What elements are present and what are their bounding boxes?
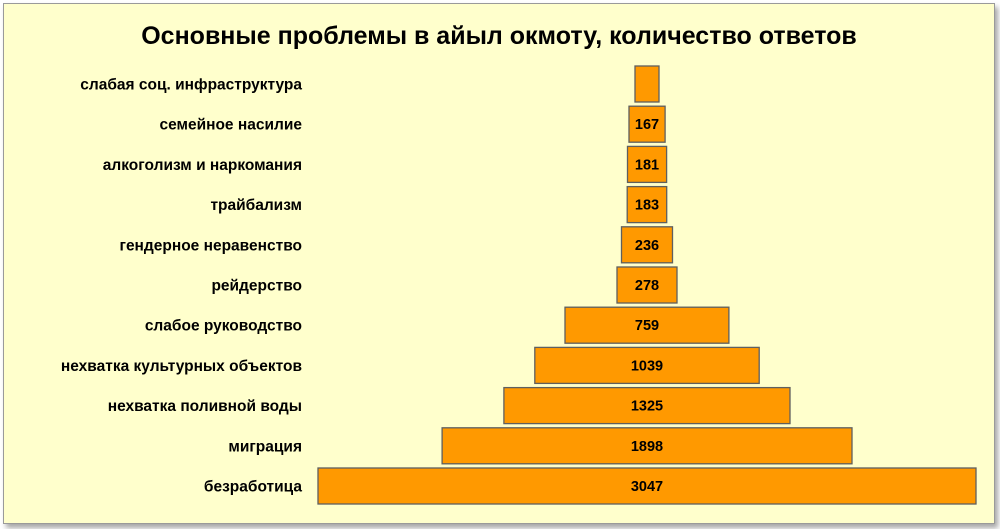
- data-label: 3047: [631, 479, 663, 495]
- data-label: 236: [635, 238, 659, 254]
- bar-7: [564, 306, 730, 344]
- category-label: слабая соц. инфраструктура: [80, 77, 302, 94]
- chart-frame: Основные проблемы в айыл окмоту, количес…: [3, 3, 995, 524]
- category-label: семейное насилие: [159, 117, 302, 134]
- bar-5: [620, 226, 674, 264]
- funnel-chart: слабая соц. инфраструктура семейное насил…: [61, 65, 977, 505]
- bar-8: [534, 346, 760, 385]
- data-label: 1039: [631, 358, 663, 374]
- bar-6: [616, 266, 678, 304]
- category-label: алкоголизм и наркомания: [103, 157, 302, 174]
- category-label: безработица: [204, 479, 302, 496]
- data-label: 183: [635, 198, 659, 214]
- data-label: 1898: [631, 439, 663, 455]
- bar-1: [634, 65, 660, 103]
- bar-2: [628, 105, 666, 143]
- category-label: трайбализм: [210, 197, 302, 214]
- category-label: нехватка поливной воды: [108, 398, 302, 415]
- bar-4: [626, 185, 668, 224]
- data-label: 167: [635, 117, 659, 133]
- category-label: миграция: [228, 438, 302, 455]
- bar-10: [441, 427, 853, 465]
- bar-11: [317, 467, 977, 505]
- data-label: 759: [635, 318, 659, 334]
- data-label: 1325: [631, 399, 663, 415]
- chart-title: Основные проблемы в айыл окмоту, количес…: [141, 22, 857, 50]
- category-label: гендерное неравенство: [119, 237, 302, 254]
- category-label: нехватка культурных объектов: [61, 358, 302, 375]
- data-label: 278: [635, 278, 659, 294]
- category-label: слабое руководство: [145, 318, 302, 335]
- category-label: рейдерство: [211, 278, 302, 295]
- bar-9: [503, 386, 791, 425]
- data-label: 181: [635, 157, 659, 173]
- bar-3: [626, 145, 668, 184]
